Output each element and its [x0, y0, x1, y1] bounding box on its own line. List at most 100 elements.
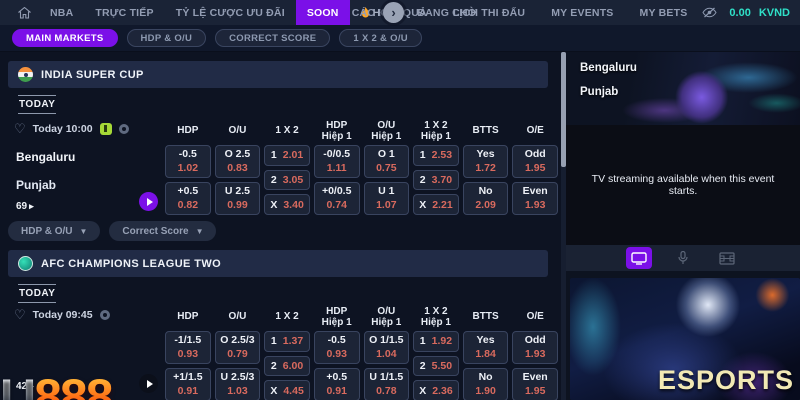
odds-cell[interactable]: X 2.36 [413, 380, 459, 400]
stream-panel: Bengaluru Punjab TV streaming available … [566, 52, 800, 400]
stream-placeholder: TV streaming available when this event s… [566, 125, 800, 245]
more-markets-count: 42 [16, 381, 28, 392]
stream-toolbar [566, 245, 800, 271]
odds-panel: INDIA SUPER CUP TODAY ♡ Today 10:00 Beng… [0, 52, 562, 400]
nav-item-my-events[interactable]: MY EVENTS [551, 6, 614, 19]
day-label-today: TODAY [18, 95, 57, 114]
odds-cell[interactable]: O 2.5 0.83 [214, 145, 261, 178]
odds-cell[interactable]: 1 1.92 [413, 331, 459, 352]
nav-item-soon[interactable]: SOON [295, 0, 350, 25]
more-markets-link[interactable]: 42 ▸ [16, 381, 34, 392]
home-button[interactable] [10, 6, 39, 19]
odds-cell[interactable]: Yes 1.84 [462, 331, 509, 364]
odds-col-hdp-h1: -0/0.5 1.11 +0/0.5 0.74 [313, 145, 360, 215]
nav-item-my-bets[interactable]: MY BETS [639, 6, 688, 19]
play-button[interactable] [139, 192, 158, 211]
odds-cell[interactable]: U 1/1.5 0.78 [363, 368, 410, 400]
odds-cell[interactable]: Even 1.95 [512, 368, 558, 400]
more-markets-link[interactable]: 69 ▸ [16, 201, 34, 212]
odds-col-ou-h1: O 1/1.5 1.04 U 1/1.5 0.78 [363, 331, 410, 400]
odds-cell[interactable]: No 1.90 [462, 368, 509, 400]
favorite-icon[interactable]: ♡ [14, 121, 26, 136]
odds-cell[interactable]: U 2.5 0.99 [214, 182, 261, 215]
filter-correct-score-dropdown[interactable]: Correct Score ▼ [109, 221, 217, 241]
odds-cell[interactable]: 1 1.37 [264, 331, 310, 352]
odds-cell[interactable]: 2 6.00 [264, 355, 310, 377]
odds-cell[interactable]: O 1 0.75 [363, 145, 410, 178]
odds-cell[interactable]: U 1 1.07 [363, 182, 410, 215]
odds-cell[interactable]: U 2.5/3 1.03 [214, 368, 261, 400]
odds-col-oe: Odd 1.93 Even 1.95 [512, 331, 558, 400]
favorite-icon[interactable]: ♡ [14, 307, 26, 322]
play-button[interactable] [139, 374, 158, 393]
odds-cell[interactable]: O 2.5/3 0.79 [214, 331, 261, 364]
scrollbar-thumb[interactable] [561, 52, 566, 167]
league-header-afc-champions[interactable]: AFC CHAMPIONS LEAGUE TWO [8, 250, 548, 277]
nav-item-dang-cho[interactable]: ĐANG CHỜ [417, 6, 477, 19]
top-nav: NBA TRỰC TIẾP TỶ LỆ CƯỢC ƯU ĐÃI SOON HOT… [0, 0, 800, 25]
nav-scroll-next-button[interactable]: › [383, 2, 404, 23]
odds-cell[interactable]: 2 3.70 [413, 169, 459, 191]
nav-item-nba[interactable]: NBA [50, 6, 74, 19]
nav-item-ty-le-cuoc[interactable]: TỶ LỆ CƯỢC ƯU ĐÃI [175, 6, 285, 19]
tab-correct-score[interactable]: CORRECT SCORE [215, 29, 331, 47]
odds-cell[interactable]: 1 2.53 [413, 145, 459, 166]
esports-promo-banner[interactable]: ESPORTS [570, 278, 800, 400]
odds-cell[interactable]: +0/0.5 0.74 [313, 182, 360, 215]
odds-col-btts: Yes 1.72 No 2.09 [462, 145, 509, 215]
match-meta: ♡ Today 10:00 [14, 122, 129, 135]
commentary-button[interactable] [670, 247, 696, 269]
odds-cell[interactable]: -1/1.5 0.93 [165, 331, 211, 364]
nav-item-lich-thi-dau[interactable]: LỊCH THI ĐẤU [452, 6, 526, 19]
odds-cell[interactable]: +1/1.5 0.91 [165, 368, 211, 400]
tab-main-markets[interactable]: MAIN MARKETS [12, 29, 118, 47]
odds-cell[interactable]: 2 3.05 [264, 169, 310, 191]
odds-cell[interactable]: 2 5.50 [413, 355, 459, 377]
chevron-down-icon: ▼ [195, 226, 204, 236]
odds-cell[interactable]: -0/0.5 1.11 [313, 145, 360, 178]
odds-cell[interactable]: -0.5 0.93 [313, 331, 360, 364]
stream-match-banner: Bengaluru Punjab [566, 52, 800, 125]
tv-stream-button[interactable] [626, 247, 652, 269]
account-currency: KVND [758, 6, 790, 19]
odds-cell[interactable]: X 4.45 [264, 380, 310, 400]
odds-col-ou-h1: O 1 0.75 U 1 1.07 [363, 145, 410, 215]
odds-grid: -1/1.5 0.93 +1/1.5 0.91 O 2.5/3 0.79 U 2.5/… [165, 331, 558, 400]
odds-cell[interactable]: Odd 1.95 [512, 145, 558, 178]
odds-cell[interactable]: Odd 1.93 [512, 331, 558, 364]
play-icon [146, 197, 153, 206]
odds-col-hdp-h1: -0.5 0.93 +0.5 0.91 [313, 331, 360, 400]
odds-cell[interactable]: Even 1.93 [512, 182, 558, 215]
odds-cell[interactable]: 1 2.01 [264, 145, 310, 166]
chevron-down-icon: ▼ [79, 226, 88, 236]
tab-hdp-ou[interactable]: HDP & O/U [126, 29, 207, 47]
odds-cell[interactable]: Yes 1.72 [462, 145, 509, 178]
microphone-icon [678, 251, 688, 264]
odds-cell[interactable]: X 2.21 [413, 194, 459, 216]
india-flag-icon [18, 67, 33, 82]
odds-col-oe: Odd 1.95 Even 1.93 [512, 145, 558, 215]
odds-cell[interactable]: X 3.40 [264, 194, 310, 216]
field-stats-button[interactable] [714, 247, 740, 269]
tab-1x2-ou[interactable]: 1 X 2 & O/U [339, 29, 422, 47]
filter-hdp-ou-dropdown[interactable]: HDP & O/U ▼ [8, 221, 101, 241]
league-header-india-super-cup[interactable]: INDIA SUPER CUP [8, 61, 548, 88]
filter-row: HDP & O/U ▼ Correct Score ▼ [8, 221, 217, 241]
league-name: INDIA SUPER CUP [41, 68, 144, 81]
odds-cell[interactable]: +0.5 0.82 [165, 182, 211, 215]
odds-cell[interactable]: -0.5 1.02 [165, 145, 211, 178]
eye-hidden-icon[interactable] [702, 7, 717, 18]
esports-banner-label: ESPORTS [657, 365, 794, 395]
odds-col-1x2: 1 2.01 2 3.05 X 3.40 [264, 145, 310, 216]
odds-col-ou: O 2.5 0.83 U 2.5 0.99 [214, 145, 261, 215]
odds-cell[interactable]: No 2.09 [462, 182, 509, 215]
match-time: Today 09:45 [32, 308, 93, 321]
match-time: Today 10:00 [32, 122, 93, 135]
market-tabs-bar: MAIN MARKETS HDP & O/U CORRECT SCORE 1 X… [0, 25, 800, 52]
odds-cell[interactable]: O 1/1.5 1.04 [363, 331, 410, 364]
nav-item-truc-tiep[interactable]: TRỰC TIẾP [95, 6, 154, 19]
odds-cell[interactable]: +0.5 0.91 [313, 368, 360, 400]
